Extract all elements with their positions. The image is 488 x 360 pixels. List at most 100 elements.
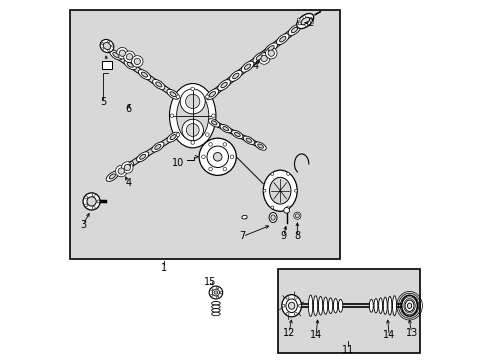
Ellipse shape	[211, 305, 220, 309]
Circle shape	[310, 21, 313, 24]
Ellipse shape	[267, 46, 274, 51]
Circle shape	[286, 172, 289, 175]
Ellipse shape	[136, 152, 148, 162]
Ellipse shape	[109, 50, 122, 60]
Ellipse shape	[256, 55, 262, 60]
Ellipse shape	[115, 165, 127, 177]
Circle shape	[298, 304, 301, 307]
Circle shape	[302, 16, 305, 19]
Ellipse shape	[87, 197, 96, 206]
Ellipse shape	[254, 142, 265, 150]
Circle shape	[223, 167, 226, 171]
Ellipse shape	[103, 42, 110, 50]
Text: 11: 11	[341, 345, 353, 355]
Ellipse shape	[270, 215, 275, 220]
Ellipse shape	[166, 89, 179, 99]
Ellipse shape	[276, 34, 288, 45]
Bar	[278, 269, 419, 353]
Ellipse shape	[217, 80, 230, 90]
Ellipse shape	[387, 296, 391, 315]
Ellipse shape	[122, 162, 133, 173]
Circle shape	[176, 95, 180, 99]
Circle shape	[107, 41, 109, 43]
Circle shape	[286, 206, 289, 209]
Ellipse shape	[404, 300, 413, 311]
Text: 9: 9	[280, 231, 286, 242]
Circle shape	[210, 288, 212, 291]
Circle shape	[270, 206, 273, 209]
Ellipse shape	[211, 312, 220, 316]
Circle shape	[107, 49, 110, 51]
Ellipse shape	[126, 54, 132, 60]
Text: 13: 13	[405, 328, 417, 338]
Ellipse shape	[121, 162, 133, 172]
Circle shape	[201, 155, 205, 158]
Circle shape	[211, 114, 215, 117]
Circle shape	[216, 296, 218, 298]
Ellipse shape	[232, 73, 239, 78]
Ellipse shape	[211, 121, 217, 125]
Circle shape	[285, 296, 288, 299]
Ellipse shape	[264, 43, 277, 54]
Ellipse shape	[281, 295, 301, 317]
Ellipse shape	[296, 13, 313, 28]
Ellipse shape	[118, 168, 124, 174]
Circle shape	[298, 22, 301, 25]
Ellipse shape	[155, 82, 162, 87]
Circle shape	[213, 153, 222, 161]
Ellipse shape	[229, 71, 242, 81]
Text: 10: 10	[171, 158, 183, 168]
Circle shape	[190, 141, 194, 144]
Text: 4: 4	[252, 61, 258, 71]
Circle shape	[84, 196, 87, 199]
Circle shape	[180, 89, 205, 114]
Ellipse shape	[138, 69, 150, 80]
Circle shape	[176, 133, 180, 136]
Ellipse shape	[209, 286, 222, 299]
Circle shape	[92, 206, 95, 209]
Text: 15: 15	[204, 277, 216, 287]
Ellipse shape	[131, 56, 143, 67]
Circle shape	[294, 312, 297, 315]
Ellipse shape	[113, 53, 119, 58]
Ellipse shape	[383, 297, 386, 314]
Ellipse shape	[152, 80, 164, 89]
Ellipse shape	[124, 164, 130, 169]
Ellipse shape	[263, 170, 297, 211]
Ellipse shape	[401, 296, 417, 316]
Ellipse shape	[261, 55, 267, 62]
Ellipse shape	[170, 92, 176, 97]
Circle shape	[304, 23, 307, 26]
Circle shape	[182, 119, 203, 141]
Text: 4: 4	[125, 178, 131, 188]
Circle shape	[208, 143, 212, 146]
Ellipse shape	[287, 24, 300, 35]
Ellipse shape	[124, 60, 136, 70]
Ellipse shape	[373, 298, 377, 313]
Ellipse shape	[100, 40, 114, 53]
Ellipse shape	[291, 27, 297, 33]
Ellipse shape	[318, 296, 322, 315]
Bar	[102, 62, 112, 69]
Circle shape	[283, 207, 289, 213]
Ellipse shape	[295, 214, 299, 218]
Ellipse shape	[268, 212, 276, 222]
Ellipse shape	[234, 132, 240, 136]
Ellipse shape	[244, 64, 250, 69]
Circle shape	[208, 167, 212, 171]
Ellipse shape	[119, 50, 125, 56]
Ellipse shape	[293, 212, 300, 219]
Circle shape	[185, 94, 200, 109]
Circle shape	[270, 172, 273, 175]
Ellipse shape	[269, 177, 290, 204]
Circle shape	[84, 204, 87, 207]
Ellipse shape	[83, 193, 100, 210]
Circle shape	[223, 143, 226, 146]
Circle shape	[294, 296, 297, 299]
Ellipse shape	[265, 48, 276, 59]
Ellipse shape	[141, 72, 147, 77]
Bar	[70, 10, 339, 258]
Ellipse shape	[123, 51, 135, 63]
Ellipse shape	[308, 295, 312, 316]
Ellipse shape	[106, 171, 118, 181]
